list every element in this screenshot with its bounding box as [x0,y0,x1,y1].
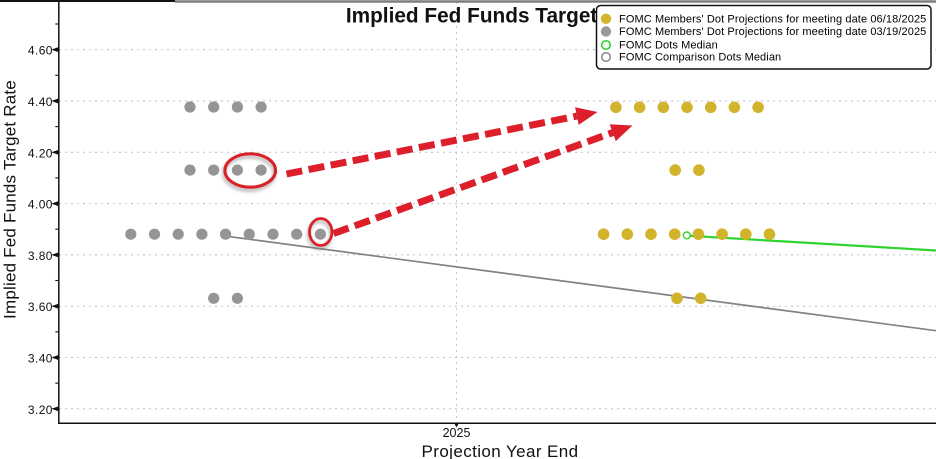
svg-text:4.40: 4.40 [28,95,53,109]
svg-text:FOMC Dots Median: FOMC Dots Median [619,40,718,52]
svg-text:4.60: 4.60 [28,44,53,58]
svg-text:4.20: 4.20 [28,146,53,160]
svg-text:3.80: 3.80 [28,249,53,263]
svg-text:FOMC Members' Dot Projections: FOMC Members' Dot Projections for meetin… [619,26,926,38]
svg-text:3.60: 3.60 [28,300,53,314]
svg-text:3.40: 3.40 [28,352,53,366]
svg-text:Projection Year End: Projection Year End [422,442,579,459]
svg-text:FOMC Comparison Dots Median: FOMC Comparison Dots Median [619,52,781,64]
svg-text:FOMC Members' Dot Projections: FOMC Members' Dot Projections for meetin… [619,13,926,25]
svg-text:Implied Fed Funds Target Rate: Implied Fed Funds Target Rate [0,80,19,319]
svg-text:3.20: 3.20 [28,403,53,417]
svg-text:4.00: 4.00 [28,198,53,212]
svg-text:Implied Fed Funds Target Rate: Implied Fed Funds Target Rate [346,4,648,27]
svg-text:2025: 2025 [443,426,471,440]
